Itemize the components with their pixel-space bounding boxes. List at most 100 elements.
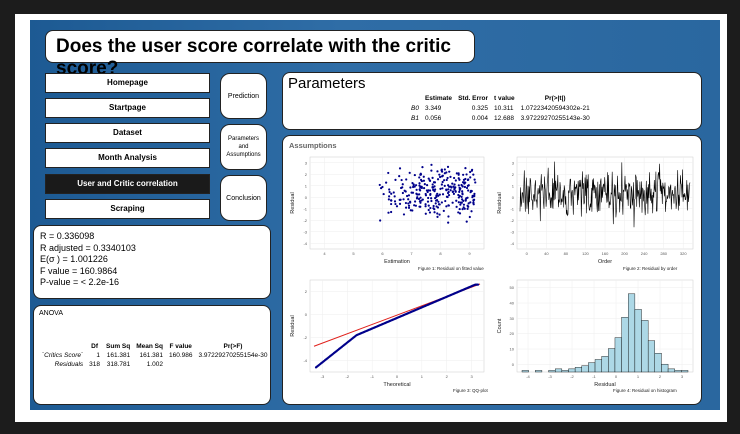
scatter-point	[458, 212, 462, 215]
scatter-point	[404, 190, 407, 193]
scatter-point	[453, 176, 456, 180]
x-tick-label: 8	[439, 251, 442, 256]
scatter-point	[418, 176, 421, 179]
scatter-point	[463, 185, 467, 189]
nav-startpage[interactable]: Startpage	[45, 98, 210, 118]
scatter-point	[469, 176, 472, 179]
scatter-point	[436, 212, 439, 215]
parameters-box: Parameters Estimate Std. Error t value P…	[282, 72, 702, 130]
histogram-bar	[561, 370, 569, 373]
nav-scraping[interactable]: Scraping	[45, 199, 210, 219]
param-header: Estimate	[424, 95, 453, 102]
scatter-point	[462, 203, 466, 206]
scatter-point	[405, 194, 409, 198]
x-tick-label: 5	[352, 251, 355, 256]
scatter-point	[446, 165, 450, 168]
histogram-bar	[641, 320, 649, 373]
scatter-point	[472, 199, 475, 202]
scatter-point	[407, 202, 410, 205]
scatter-point	[388, 195, 391, 198]
prediction-button[interactable]: Prediction	[220, 73, 267, 119]
scatter-point	[419, 173, 422, 176]
anova-cell: Residuals	[54, 361, 84, 368]
nav-homepage[interactable]: Homepage	[45, 73, 210, 93]
x-tick-label: 0	[396, 374, 399, 379]
scatter-point	[470, 210, 473, 213]
anova-cell: 3.97229270255154e-30	[198, 352, 268, 359]
scatter-point	[449, 189, 452, 192]
scatter-point	[413, 200, 417, 203]
scatter-point	[442, 179, 446, 182]
scatter-point	[440, 183, 443, 186]
nav-month-analysis[interactable]: Month Analysis	[45, 148, 210, 168]
scatter-point	[401, 191, 404, 195]
scatter-point	[437, 200, 440, 203]
scatter-point	[387, 171, 390, 175]
scatter-point	[465, 220, 468, 223]
y-tick-label: -3	[510, 229, 514, 234]
scatter-point	[472, 201, 475, 204]
scatter-point	[426, 190, 429, 194]
scatter-point	[436, 178, 440, 181]
histogram-bar	[621, 317, 629, 373]
scatter-point	[393, 195, 396, 198]
scatter-point	[458, 207, 461, 211]
scatter-point	[436, 215, 439, 218]
nav-user-critic-correlation[interactable]: User and Critic correlation	[45, 174, 210, 194]
scatter-point	[400, 178, 403, 182]
figure2-caption: Figure 2: Residual by order	[623, 266, 678, 271]
scatter-point	[461, 190, 464, 193]
x-tick-label: 320	[680, 251, 687, 256]
scatter-point	[420, 186, 423, 190]
scatter-point	[447, 188, 450, 191]
scatter-point	[427, 177, 430, 180]
param-header: Std. Error	[458, 95, 489, 102]
scatter-point	[390, 192, 393, 195]
scatter-point	[421, 166, 424, 169]
y-tick-label: 1	[512, 183, 515, 188]
scatter-point	[454, 190, 457, 193]
conclusion-button[interactable]: Conclusion	[220, 175, 267, 221]
scatter-point	[447, 184, 450, 187]
scatter-point	[443, 184, 446, 188]
x-tick-label: 3	[681, 374, 684, 379]
anova-header: Mean Sq	[136, 343, 163, 350]
scatter-point	[470, 189, 473, 193]
param-header: Pr(>|t|)	[544, 95, 566, 102]
scatter-point	[410, 191, 413, 194]
scatter-point	[390, 210, 393, 214]
scatter-point	[453, 183, 456, 186]
scatter-point	[415, 188, 418, 191]
plot-area	[309, 156, 485, 250]
scatter-point	[462, 173, 465, 176]
scatter-point	[394, 202, 397, 206]
nav-dataset[interactable]: Dataset	[45, 123, 210, 143]
scatter-point	[430, 163, 433, 166]
scatter-point	[436, 206, 440, 209]
scatter-point	[464, 166, 467, 170]
scatter-point	[395, 205, 399, 208]
scatter-point	[428, 211, 432, 214]
x-tick-label: 200	[621, 251, 628, 256]
e-sigma-value: E(σ ) = 1.001226	[40, 254, 108, 264]
scatter-point	[390, 202, 393, 206]
anova-cell: 161.381	[139, 352, 163, 359]
y-tick-label: -4	[303, 241, 307, 246]
scatter-point	[467, 184, 470, 187]
r-value: R = 0.336098	[40, 231, 95, 241]
param-cell: 12.688	[494, 115, 514, 122]
scatter-point	[447, 221, 450, 224]
y-tick-label: -2	[303, 335, 307, 340]
x-tick-label: 80	[564, 251, 569, 256]
y-tick-label: 2	[512, 172, 515, 177]
anova-cell	[166, 361, 196, 368]
param-header	[408, 94, 422, 104]
scatter-point	[432, 186, 435, 189]
anova-cell: 318	[89, 361, 101, 368]
scatter-point	[440, 201, 443, 204]
x-tick-label: 40	[544, 251, 549, 256]
x-axis-label: Residual	[594, 382, 615, 388]
parameters-assumptions-button[interactable]: Parameters and Assumptions	[220, 124, 267, 170]
scatter-point	[422, 175, 425, 178]
